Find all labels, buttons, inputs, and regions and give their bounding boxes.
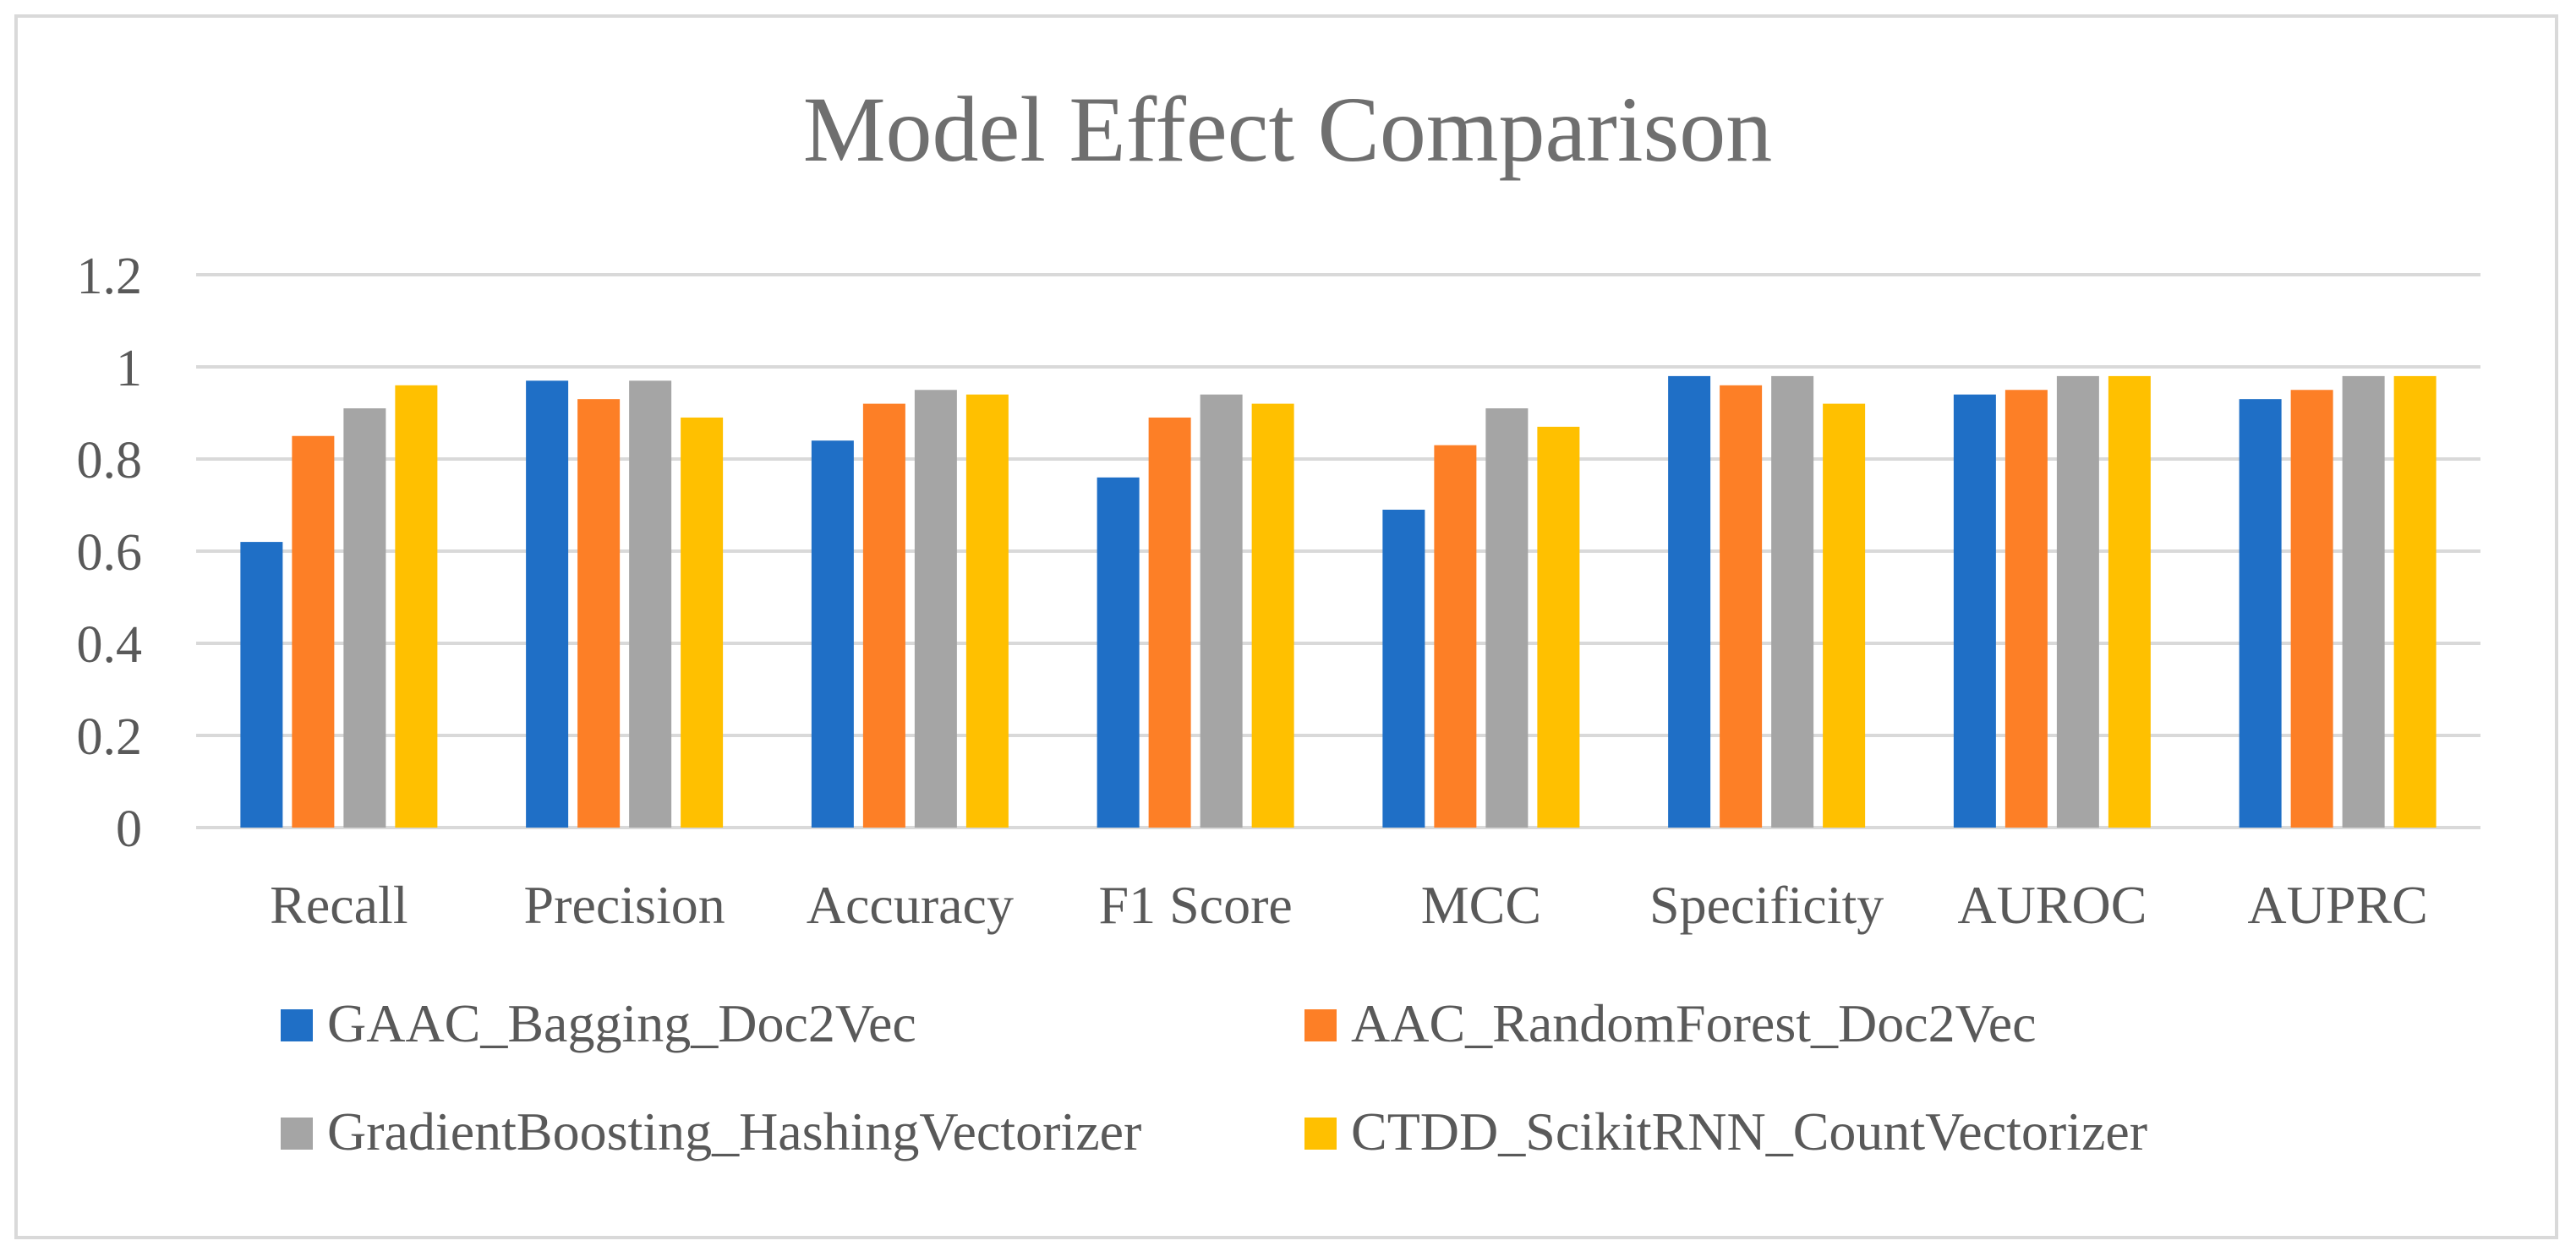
bar (1771, 375, 1814, 828)
legend-swatch (281, 1118, 313, 1150)
bar-series (240, 375, 2437, 828)
bar (811, 440, 854, 828)
x-axis-categories: Recall Precision Accuracy F1 Score MCC Specif… (270, 875, 2428, 935)
x-category-label: Specificity (1649, 875, 1884, 935)
legend-swatch (1304, 1118, 1337, 1150)
x-category-label: Accuracy (807, 875, 1014, 935)
bar (1668, 375, 1711, 828)
bar (1097, 477, 1140, 828)
bar (2290, 390, 2333, 828)
bar (526, 380, 569, 828)
bar (914, 390, 957, 828)
legend-label: GAAC_Bagging_Doc2Vec (327, 993, 916, 1053)
bar (1537, 426, 1580, 828)
bar (629, 380, 672, 828)
y-tick-label: 0 (116, 801, 142, 858)
y-tick-label: 0.8 (77, 432, 143, 489)
bar (395, 385, 438, 828)
x-category-label: MCC (1421, 875, 1541, 935)
bar (2239, 399, 2282, 828)
gridlines (196, 273, 2480, 829)
bar (1200, 394, 1243, 828)
bar (240, 542, 283, 828)
bar (2342, 375, 2385, 828)
bar (1953, 394, 1996, 828)
bar (681, 417, 724, 828)
bar (1382, 509, 1425, 828)
bar (292, 435, 335, 828)
x-category-label: Precision (524, 875, 725, 935)
bar (1434, 445, 1477, 828)
y-tick-label: 0.2 (77, 708, 143, 766)
y-tick-label: 1.2 (77, 248, 143, 305)
legend-swatch (1304, 1009, 1337, 1041)
x-category-label: Recall (270, 875, 407, 935)
legend-label: CTDD_ScikitRNN_CountVectorizer (1351, 1101, 2147, 1161)
bar (2004, 390, 2048, 828)
bar (862, 403, 905, 828)
bar (577, 399, 621, 828)
bar (2056, 375, 2099, 828)
legend: GAAC_Bagging_Doc2Vec AAC_RandomForest_Doc… (281, 993, 2147, 1161)
legend-label: AAC_RandomForest_Doc2Vec (1351, 993, 2037, 1053)
x-category-label: AUPRC (2247, 875, 2427, 935)
legend-label: GradientBoosting_HashingVectorizer (327, 1101, 1141, 1161)
y-tick-label: 0.4 (77, 616, 143, 674)
y-tick-label: 1 (116, 340, 142, 397)
bar (1251, 403, 1294, 828)
bar (965, 394, 1009, 828)
legend-swatch (281, 1009, 313, 1041)
y-tick-label: 0.6 (77, 524, 143, 582)
y-axis-ticks: 0 0.2 0.4 0.6 0.8 1 1.2 (77, 248, 143, 858)
bar (1148, 417, 1191, 828)
bar (1823, 403, 1866, 828)
bar (2108, 375, 2151, 828)
bar (1720, 385, 1763, 828)
bar (2393, 375, 2437, 828)
bar (1485, 408, 1529, 828)
chart-title: Model Effect Comparison (803, 78, 1773, 181)
x-category-label: AUROC (1957, 875, 2147, 935)
x-category-label: F1 Score (1098, 875, 1292, 935)
bar (343, 408, 386, 828)
